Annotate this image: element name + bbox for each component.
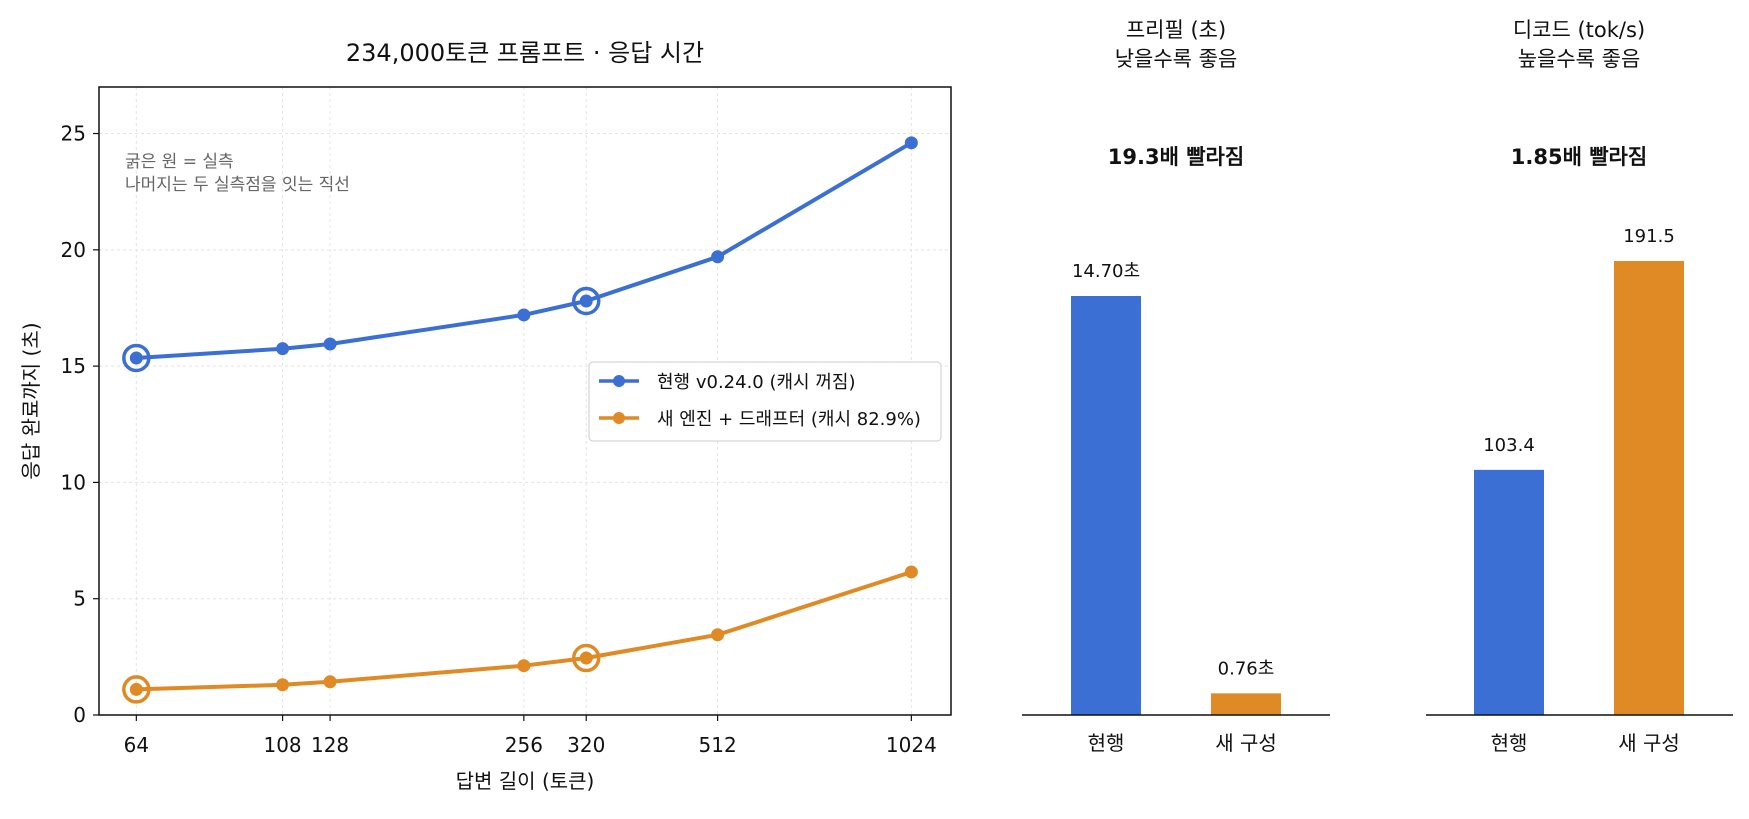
decode-value-label-new: 191.5 (1623, 226, 1675, 247)
data-point-new (517, 659, 531, 673)
y-axis-label: 응답 완료까지 (초) (19, 322, 43, 479)
decode-category-label-current: 현행 (1491, 731, 1528, 755)
prefill-value-label-current: 14.70초 (1072, 261, 1140, 282)
x-tick-label: 320 (567, 733, 605, 757)
prefill-category-label-new: 새 구성 (1215, 731, 1277, 755)
line-chart-series (122, 136, 918, 704)
data-point-current (579, 294, 593, 308)
prefill-value-label-new: 0.76초 (1218, 658, 1275, 679)
line-chart-y-axis: 0 5 10 15 20 25 (61, 122, 99, 727)
data-point-new (579, 651, 593, 665)
decode-value-label-current: 103.4 (1483, 435, 1535, 456)
x-tick-label: 108 (263, 733, 301, 757)
legend-marker-new (613, 412, 625, 424)
data-point-current (323, 337, 337, 351)
data-point-new (276, 678, 290, 692)
decode-bar-chart: 디코드 (tok/s) 높을수록 좋음 1.85배 빨라짐 103.4 현행 191… (1426, 18, 1733, 755)
y-tick-label: 20 (61, 238, 86, 262)
y-tick-label: 0 (73, 703, 86, 727)
data-point-new (711, 628, 725, 642)
x-tick-label: 128 (311, 733, 349, 757)
data-point-new (323, 675, 337, 689)
decode-speedup: 1.85배 빨라짐 (1511, 145, 1647, 169)
legend-marker-current (613, 375, 625, 387)
prefill-bar-new (1211, 693, 1281, 715)
decode-bar-current (1474, 469, 1544, 715)
prefill-bar-current (1071, 296, 1141, 715)
measured-note-line-1: 굵은 원 = 실측 (125, 152, 234, 172)
data-point-current (276, 342, 290, 356)
data-point-new (904, 565, 918, 579)
measured-note-line-2: 나머지는 두 실측점을 잇는 직선 (125, 175, 350, 195)
prefill-title-line-1: 프리필 (초) (1126, 18, 1226, 42)
measured-point-ring-current (122, 343, 151, 373)
data-point-current (904, 136, 918, 150)
decode-category-label-new: 새 구성 (1618, 731, 1680, 755)
prefill-speedup: 19.3배 빨라짐 (1108, 145, 1244, 169)
prefill-category-label-current: 현행 (1088, 731, 1125, 755)
measured-point-ring-new (122, 675, 151, 704)
line-chart-panel: 234,000토큰 프롬프트 · 응답 시간 64 108 128 256 320 512… (19, 39, 952, 793)
line-chart-x-axis: 64 108 128 256 320 512 1024 (124, 715, 937, 757)
decode-title-line-2: 높을수록 좋음 (1518, 47, 1641, 71)
y-tick-label: 25 (61, 122, 86, 146)
x-tick-label: 512 (699, 733, 737, 757)
legend-label-new: 새 엔진 + 드래프터 (캐시 82.9%) (657, 409, 921, 430)
legend: 현행 v0.24.0 (캐시 꺼짐) 새 엔진 + 드래프터 (캐시 82.9%… (588, 361, 942, 442)
measured-point-ring-new (571, 643, 601, 673)
data-point-current (711, 250, 725, 264)
legend-box (588, 361, 942, 442)
y-tick-label: 10 (61, 470, 86, 494)
x-axis-label: 답변 길이 (토큰) (456, 769, 595, 793)
y-tick-label: 5 (73, 587, 86, 611)
legend-label-current: 현행 v0.24.0 (캐시 꺼짐) (657, 372, 855, 393)
line-chart-title: 234,000토큰 프롬프트 · 응답 시간 (346, 39, 704, 67)
line-chart-frame (98, 86, 952, 716)
x-tick-label: 64 (124, 733, 149, 757)
measured-point-ring-current (571, 286, 601, 316)
x-tick-label: 1024 (886, 733, 937, 757)
data-point-current (129, 351, 143, 365)
data-point-current (517, 308, 531, 322)
x-tick-label: 256 (505, 733, 543, 757)
prefill-title-line-2: 낮을수록 좋음 (1115, 47, 1238, 71)
decode-title-line-1: 디코드 (tok/s) (1513, 18, 1645, 42)
decode-bars: 103.4 현행 191.5 새 구성 (1474, 226, 1684, 755)
y-tick-label: 15 (61, 354, 86, 378)
data-point-new (129, 682, 143, 696)
decode-bar-new (1614, 261, 1684, 715)
